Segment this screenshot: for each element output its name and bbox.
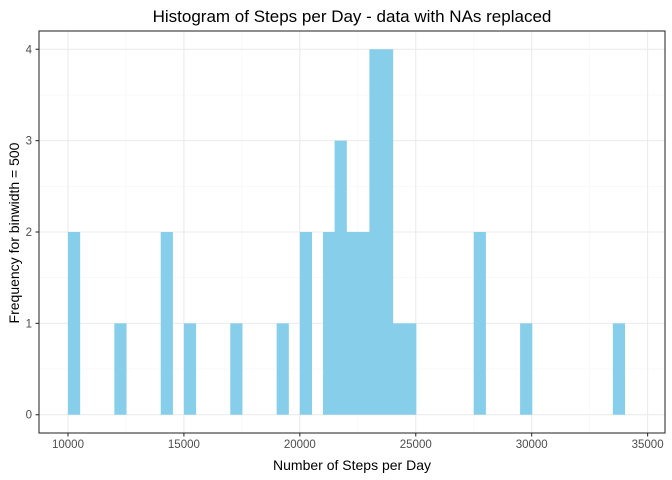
x-tick-label: 30000 <box>516 439 548 451</box>
x-axis-title: Number of Steps per Day <box>273 457 431 473</box>
histogram-bar <box>473 232 486 415</box>
histogram-bar <box>230 323 243 415</box>
histogram-bar <box>276 323 289 415</box>
y-tick-label: 4 <box>26 44 33 56</box>
axis-ticks: 10000 15000 20000 25000 30000 35000 0 1 2 3 4 <box>26 44 664 451</box>
histogram-bar <box>323 232 336 415</box>
histogram-bars <box>67 49 626 415</box>
x-tick-label: 10000 <box>52 439 84 451</box>
histogram-bar <box>369 49 382 415</box>
histogram-bar <box>160 232 173 415</box>
histogram-bar <box>114 323 127 415</box>
histogram-bar <box>299 232 313 415</box>
x-tick-label: 20000 <box>284 439 316 451</box>
y-tick-label: 1 <box>26 318 32 330</box>
histogram-bar <box>183 323 197 415</box>
chart-title: Histogram of Steps per Day - data with N… <box>153 7 552 26</box>
histogram-bar <box>357 232 370 415</box>
x-tick-label: 35000 <box>632 439 664 451</box>
x-tick-label: 15000 <box>168 439 200 451</box>
y-tick-label: 0 <box>26 410 32 422</box>
histogram-bar <box>67 232 81 415</box>
y-tick-label: 3 <box>26 136 32 148</box>
y-axis-title: Frequency for binwidth = 500 <box>6 142 22 323</box>
histogram-bar <box>334 140 347 415</box>
histogram-bar <box>380 49 394 415</box>
y-tick-label: 2 <box>26 227 32 239</box>
histogram-bar <box>404 323 417 415</box>
histogram-bar <box>346 232 359 415</box>
histogram-bar <box>392 323 405 415</box>
histogram-bar <box>520 323 533 415</box>
x-tick-label: 25000 <box>400 439 432 451</box>
histogram-bar <box>612 323 626 415</box>
